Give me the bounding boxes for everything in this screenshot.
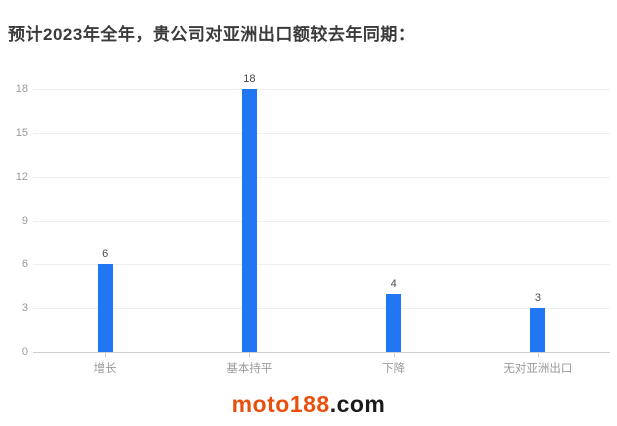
y-axis-tick-label: 6 — [21, 258, 28, 271]
x-axis-category-label: 基本持平 — [226, 363, 273, 375]
x-axis-category-label: 下降 — [382, 363, 406, 375]
x-axis-category-label: 无对亚洲出口 — [503, 363, 573, 375]
watermark-suffix: .com — [329, 391, 386, 417]
bar-1 — [97, 264, 113, 352]
bar-value-label: 3 — [534, 292, 541, 305]
y-axis-tick-label: 3 — [21, 302, 28, 315]
gridline-3 — [33, 308, 610, 310]
x-axis-line — [33, 352, 610, 353]
gridline-15 — [33, 132, 610, 134]
gridline-9 — [33, 220, 610, 222]
x-axis-tick — [249, 353, 251, 357]
watermark: moto188.com — [0, 391, 617, 418]
y-axis-tick-label: 12 — [15, 170, 28, 183]
bar-2 — [241, 89, 257, 352]
y-axis-tick-label: 18 — [15, 83, 28, 95]
bar-value-label: 6 — [102, 248, 109, 261]
bar-3 — [386, 293, 402, 352]
bar-4 — [530, 308, 546, 352]
gridline-6 — [33, 264, 610, 266]
x-axis-category-label: 增长 — [93, 363, 117, 375]
gridline-18 — [33, 89, 610, 90]
y-axis-tick-label: 15 — [15, 126, 28, 139]
watermark-brand: moto188 — [231, 391, 330, 417]
x-axis-tick — [393, 353, 395, 357]
chart-title: 预计2023年全年，贵公司对亚洲出口额较去年同期： — [8, 25, 416, 44]
gridline-12 — [33, 176, 610, 178]
bar-value-label: 18 — [243, 73, 256, 85]
bar-value-label: 4 — [390, 277, 397, 290]
y-axis-tick-label: 0 — [21, 346, 28, 358]
x-axis-tick — [537, 353, 539, 357]
y-axis-tick-label: 9 — [21, 214, 28, 227]
x-axis-tick — [105, 353, 107, 357]
